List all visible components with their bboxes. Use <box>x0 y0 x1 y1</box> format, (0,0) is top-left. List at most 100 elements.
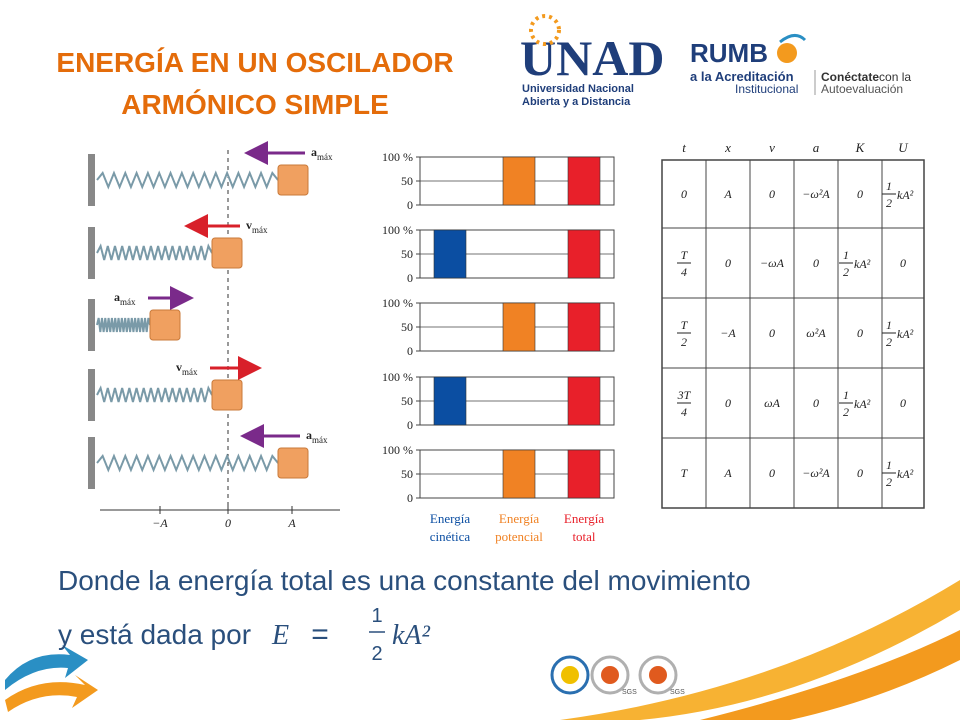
y-tick-label: 50 <box>401 247 413 261</box>
logo-rumbo-text: Institucional <box>735 82 798 96</box>
vector-symbol: v <box>246 218 252 232</box>
table-cell-num: T <box>681 318 689 332</box>
y-tick-label: 100 % <box>382 370 413 384</box>
energy-bar <box>567 302 601 352</box>
energy-bar <box>567 156 601 206</box>
table-cell-rest: kA² <box>897 188 914 202</box>
formula-lhs: E <box>271 620 289 651</box>
table-cell: 0 <box>769 187 775 201</box>
table-cell-num: 3T <box>677 388 692 402</box>
vector-label: amáx <box>114 290 136 307</box>
formula-eq: = <box>311 618 329 651</box>
energy-bar <box>433 229 467 279</box>
energy-bar <box>567 376 601 426</box>
table-cell: A <box>723 466 732 480</box>
legend-label: Energía <box>499 511 539 526</box>
energy-bar <box>567 449 601 499</box>
table-cell-den: 4 <box>681 405 687 419</box>
table-cell-num: 1 <box>886 179 892 193</box>
table-cell-den: 2 <box>843 405 849 419</box>
logo-unad-text: Abierta y a Distancia <box>522 96 631 108</box>
formula-rest: kA² <box>392 620 431 651</box>
wall <box>88 299 95 351</box>
arrow-logo <box>5 675 98 712</box>
vector-label: amáx <box>311 145 333 162</box>
table-cell-den: 2 <box>886 196 892 210</box>
table-cell-den: 2 <box>681 335 687 349</box>
y-tick-label: 0 <box>407 271 413 285</box>
block <box>277 164 309 196</box>
table-cell-den: 2 <box>843 265 849 279</box>
y-tick-label: 100 % <box>382 443 413 457</box>
vector-symbol: v <box>176 360 182 374</box>
logo-unad: UNAD <box>520 30 664 86</box>
logo-rumbo-o <box>777 43 797 63</box>
legend-label: total <box>572 529 595 544</box>
swoosh <box>560 580 960 720</box>
body-text: Donde la energía total es una constante … <box>58 565 751 596</box>
logo-rumbo-swoosh <box>779 34 807 44</box>
logo-dots <box>529 14 561 46</box>
x-axis-label: −A <box>152 516 168 530</box>
vector-symbol: a <box>306 428 312 442</box>
table-cell: −ωA <box>760 256 785 270</box>
block <box>211 379 243 411</box>
vector-sub: máx <box>252 225 268 235</box>
block <box>211 237 243 269</box>
wall <box>88 369 95 421</box>
legend-label: cinética <box>430 529 471 544</box>
y-tick-label: 0 <box>407 418 413 432</box>
table-cell: 0 <box>725 256 731 270</box>
y-tick-label: 100 % <box>382 150 413 164</box>
logo-tag-part: Conéctate <box>821 70 879 84</box>
table-cell-rest: kA² <box>854 257 871 271</box>
table-cell: −ω²A <box>802 187 830 201</box>
body-text: y está dada por <box>58 619 251 650</box>
wall <box>88 437 95 489</box>
formula-num: 1 <box>371 605 382 627</box>
x-axis-label: 0 <box>225 516 231 530</box>
content: ENERGÍA EN UN OSCILADOR ARMÓNICO SIMPLE UN… <box>56 14 925 696</box>
table-cell: ω²A <box>806 326 826 340</box>
table-cell: 0 <box>813 256 819 270</box>
vector-label: vmáx <box>176 360 198 377</box>
block <box>277 447 309 479</box>
logo-rumbo-tag: Conéctatecon la <box>821 70 911 84</box>
table-cell: 0 <box>769 326 775 340</box>
table-cell: 0 <box>857 326 863 340</box>
table-cell: 0 <box>813 396 819 410</box>
table-cell: T <box>681 466 689 480</box>
table-cell-num: 1 <box>843 388 849 402</box>
table-cell-rest: kA² <box>897 327 914 341</box>
table-cell: 0 <box>725 396 731 410</box>
logo-rumbo-tag: Autoevaluación <box>821 82 903 96</box>
table-cell-rest: kA² <box>897 467 914 481</box>
y-tick-label: 50 <box>401 320 413 334</box>
slide-title: ARMÓNICO SIMPLE <box>121 89 389 120</box>
table-header: x <box>724 140 731 155</box>
table-cell-num: 1 <box>886 458 892 472</box>
y-tick-label: 100 % <box>382 223 413 237</box>
formula-den: 2 <box>371 643 382 665</box>
slide-title: ENERGÍA EN UN OSCILADOR <box>56 47 453 78</box>
arrow-logo <box>5 645 88 690</box>
table-cell-num: T <box>681 248 689 262</box>
logo-rumbo-text: a la Acreditación <box>690 69 794 84</box>
y-tick-label: 50 <box>401 174 413 188</box>
y-tick-label: 0 <box>407 491 413 505</box>
vector-label: amáx <box>306 428 328 445</box>
vector-sub: máx <box>182 367 198 377</box>
seal-label: SGS <box>670 689 685 696</box>
wall <box>88 227 95 279</box>
seal-label: SGS <box>622 689 637 696</box>
table-cell: 0 <box>857 187 863 201</box>
table-cell: 0 <box>900 256 906 270</box>
table-cell-num: 1 <box>886 318 892 332</box>
energy-bar <box>433 376 467 426</box>
legend-label: Energía <box>430 511 470 526</box>
vector-symbol: a <box>311 145 317 159</box>
table-header: K <box>855 140 866 155</box>
spring <box>96 317 151 333</box>
vector-sub: máx <box>120 297 136 307</box>
energy-bar <box>502 449 536 499</box>
